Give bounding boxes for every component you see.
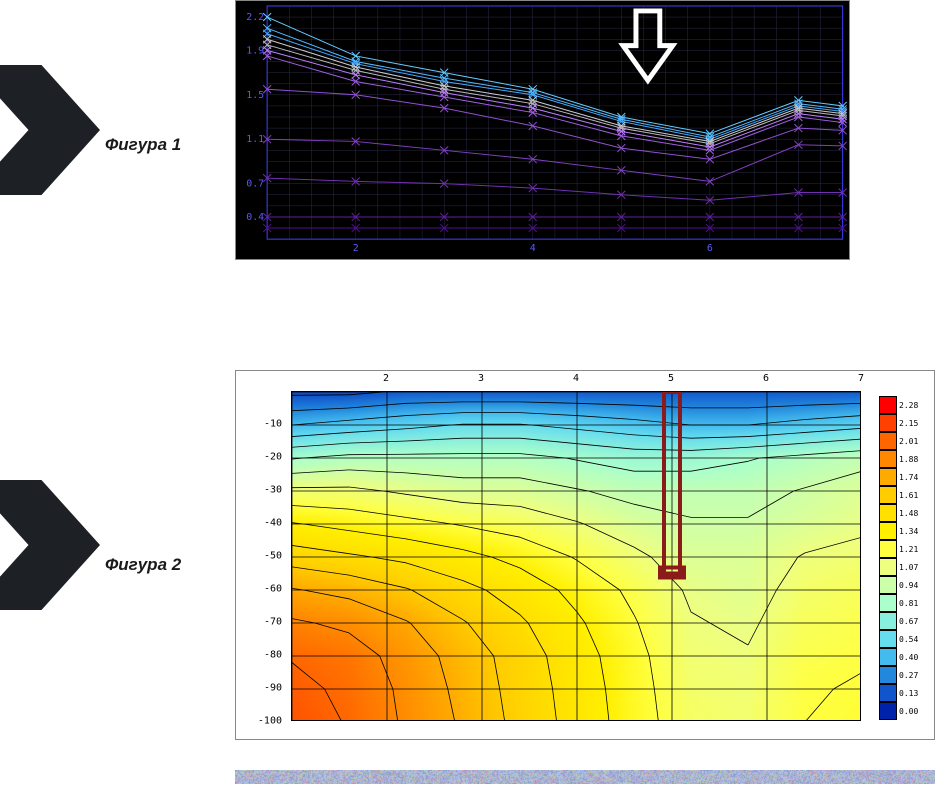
legend-entry: 2.01: [879, 432, 934, 450]
x-tick-label: 7: [858, 373, 864, 384]
fig2-x-axis: 2 3 4 5 6 7: [291, 373, 861, 389]
chevron-shape-icon: [0, 65, 100, 195]
y-tick-label: -10: [264, 419, 282, 430]
legend-swatch: [879, 594, 897, 612]
legend-entry: 0.54: [879, 630, 934, 648]
y-tick-label: -50: [264, 551, 282, 562]
fig2-overlay-svg: [292, 392, 860, 720]
legend-entry: 1.61: [879, 486, 934, 504]
legend-swatch: [879, 630, 897, 648]
svg-text:4: 4: [530, 243, 536, 254]
legend-value: 1.48: [899, 509, 918, 518]
fig2-caption: Фигура 2: [105, 555, 181, 575]
legend-value: 0.40: [899, 653, 918, 662]
y-tick-label: -90: [264, 683, 282, 694]
legend-swatch: [879, 612, 897, 630]
legend-value: 0.94: [899, 581, 918, 590]
legend-swatch: [879, 450, 897, 468]
fig1-plot-svg: 2 4 6 0.4 0.7 1.1 1.5 1.9 2.2: [236, 1, 849, 259]
legend-entry: 1.21: [879, 540, 934, 558]
legend-entry: 0.94: [879, 576, 934, 594]
legend-entry: 0.13: [879, 684, 934, 702]
y-tick-label: -60: [264, 584, 282, 595]
y-tick-label: -40: [264, 518, 282, 529]
legend-value: 0.00: [899, 707, 918, 716]
legend-swatch: [879, 486, 897, 504]
legend-swatch: [879, 540, 897, 558]
label-arrow-fig1: [0, 65, 100, 195]
legend-entry: 1.88: [879, 450, 934, 468]
legend-value: 0.27: [899, 671, 918, 680]
legend-value: 0.81: [899, 599, 918, 608]
legend-value: 2.01: [899, 437, 918, 446]
x-tick-label: 2: [383, 373, 389, 384]
svg-text:1.9: 1.9: [246, 45, 264, 56]
y-tick-label: -70: [264, 617, 282, 628]
legend-swatch: [879, 432, 897, 450]
legend-swatch: [879, 666, 897, 684]
legend-entry: 0.00: [879, 702, 934, 720]
legend-swatch: [879, 558, 897, 576]
fig1-caption: Фигура 1: [105, 135, 181, 155]
fig2-plot-area: [291, 391, 861, 721]
noise-strip: [235, 770, 935, 784]
legend-entry: 1.34: [879, 522, 934, 540]
svg-text:6: 6: [707, 243, 713, 254]
svg-text:1.1: 1.1: [246, 134, 264, 145]
legend-entry: 2.28: [879, 396, 934, 414]
y-tick-label: -20: [264, 452, 282, 463]
svg-text:1.5: 1.5: [246, 90, 264, 101]
legend-value: 1.21: [899, 545, 918, 554]
legend-entry: 1.07: [879, 558, 934, 576]
svg-text:2: 2: [353, 243, 359, 254]
legend-value: 1.34: [899, 527, 918, 536]
legend-swatch: [879, 522, 897, 540]
legend-value: 0.54: [899, 635, 918, 644]
legend-value: 2.15: [899, 419, 918, 428]
svg-text:0.7: 0.7: [246, 179, 264, 190]
legend-entry: 1.74: [879, 468, 934, 486]
y-tick-label: -30: [264, 485, 282, 496]
legend-entry: 0.27: [879, 666, 934, 684]
svg-text:2.2: 2.2: [246, 12, 264, 23]
legend-entry: 1.48: [879, 504, 934, 522]
legend-swatch: [879, 684, 897, 702]
legend-value: 1.74: [899, 473, 918, 482]
legend-value: 2.28: [899, 401, 918, 410]
legend-value: 1.88: [899, 455, 918, 464]
legend-swatch: [879, 702, 897, 720]
legend-swatch: [879, 396, 897, 414]
legend-entry: 0.67: [879, 612, 934, 630]
legend-entry: 0.81: [879, 594, 934, 612]
x-tick-label: 5: [668, 373, 674, 384]
legend-value: 1.61: [899, 491, 918, 500]
y-tick-label: -100: [258, 716, 282, 727]
y-tick-label: -80: [264, 650, 282, 661]
fig2-color-legend: 2.28 2.15 2.01 1.88 1.74 1.61 1.48 1.34 1.21 1.07…: [879, 396, 934, 726]
x-tick-label: 6: [763, 373, 769, 384]
legend-entry: 0.40: [879, 648, 934, 666]
legend-swatch: [879, 414, 897, 432]
down-arrow-icon: [623, 11, 673, 80]
x-tick-label: 4: [573, 373, 579, 384]
chevron-shape-icon: [0, 480, 100, 610]
legend-value: 1.07: [899, 563, 918, 572]
fig2-y-axis: -10-20-30-40-50-60-70-80-90-100: [236, 391, 286, 721]
legend-swatch: [879, 648, 897, 666]
legend-value: 0.67: [899, 617, 918, 626]
fig2-heatmap-chart: 2 3 4 5 6 7 -10 -20 -30 -40 -50 -60 -70 -80 -90 -100 2…: [235, 370, 935, 740]
x-tick-label: 3: [478, 373, 484, 384]
legend-swatch: [879, 468, 897, 486]
fig1-line-chart: 2 4 6 0.4 0.7 1.1 1.5 1.9 2.2: [235, 0, 850, 260]
label-arrow-fig2: [0, 480, 100, 610]
legend-value: 0.13: [899, 689, 918, 698]
legend-entry: 2.15: [879, 414, 934, 432]
legend-swatch: [879, 576, 897, 594]
legend-swatch: [879, 504, 897, 522]
svg-text:0.4: 0.4: [246, 212, 264, 223]
